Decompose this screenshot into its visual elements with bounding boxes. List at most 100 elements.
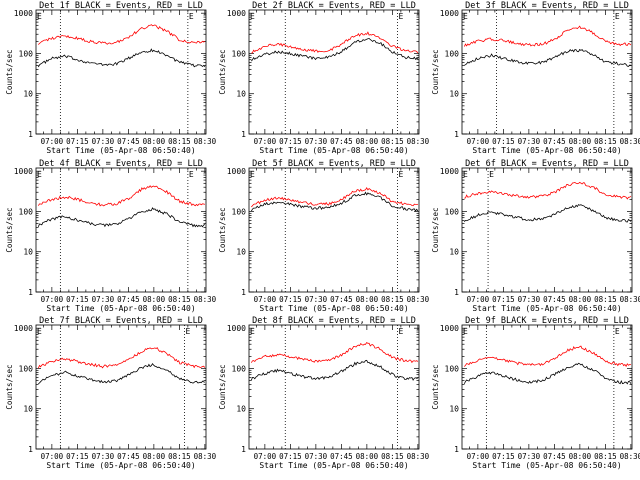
- x-tick-label: 07:00: [467, 137, 490, 146]
- marker-e-right: E: [398, 170, 403, 179]
- x-tick-label: 08:00: [356, 295, 379, 304]
- y-tick-label: 1000: [14, 324, 33, 333]
- x-tick-label: 07:30: [305, 452, 328, 461]
- x-tick-label: 07:30: [92, 295, 115, 304]
- x-tick-label: 07:45: [330, 295, 353, 304]
- y-tick-label: 1: [28, 288, 33, 297]
- x-tick-label: 08:30: [407, 295, 430, 304]
- marker-e-right: E: [398, 12, 403, 21]
- marker-e-left: E: [250, 327, 255, 336]
- x-tick-label: 08:00: [143, 295, 166, 304]
- y-tick-label: 100: [445, 49, 460, 58]
- x-axis-label: Start Time (05-Apr-08 06:50:40): [259, 304, 408, 313]
- x-tick-label: 07:15: [66, 452, 89, 461]
- x-tick-label: 08:30: [407, 137, 430, 146]
- panel-det-4: Det 4f BLACK = Events, RED = LLD 1 10 100 10…: [5, 159, 217, 313]
- x-tick-label: 08:15: [594, 295, 617, 304]
- plot-frame: [248, 9, 420, 135]
- x-tick-label: 07:45: [330, 137, 353, 146]
- x-axis-label: Start Time (05-Apr-08 06:50:40): [46, 461, 195, 470]
- marker-e-left: E: [463, 327, 468, 336]
- series-events: [38, 363, 206, 385]
- x-tick-label: 07:45: [117, 452, 140, 461]
- x-tick-label: 07:15: [492, 452, 515, 461]
- x-tick-label: 08:00: [569, 295, 592, 304]
- marker-e-left: E: [37, 12, 42, 21]
- y-tick-label: 10: [236, 248, 246, 257]
- series-lld: [251, 187, 418, 208]
- y-tick-label: 100: [445, 207, 460, 216]
- series-lld: [251, 31, 419, 54]
- x-tick-label: 07:00: [467, 452, 490, 461]
- panel-title: Det 5f BLACK = Events, RED = LLD: [252, 159, 416, 169]
- x-axis-label: Start Time (05-Apr-08 06:50:40): [46, 304, 195, 313]
- x-tick-label: 07:15: [492, 137, 515, 146]
- x-tick-label: 08:00: [356, 137, 379, 146]
- x-tick-label: 07:45: [543, 295, 566, 304]
- series-lld: [464, 181, 632, 200]
- x-tick-label: 08:30: [194, 137, 217, 146]
- x-tick-label: 08:15: [168, 452, 191, 461]
- plot-frame: [35, 324, 207, 450]
- x-tick-label: 07:00: [254, 452, 277, 461]
- x-tick-label: 07:15: [279, 452, 302, 461]
- y-tick-label: 100: [232, 49, 247, 58]
- y-tick-label: 1000: [14, 9, 33, 18]
- x-tick-label: 07:45: [543, 452, 566, 461]
- x-tick-label: 07:30: [305, 295, 328, 304]
- y-axis-label: Counts/sec: [431, 364, 440, 409]
- plot-frame: [35, 167, 207, 293]
- y-axis-label: Counts/sec: [218, 207, 227, 252]
- panel-det-2: Det 2f BLACK = Events, RED = LLD 1 10 100 10…: [218, 1, 430, 155]
- plot-frame: [248, 167, 420, 293]
- y-tick-label: 10: [23, 405, 33, 414]
- panel-title: Det 4f BLACK = Events, RED = LLD: [39, 159, 203, 169]
- y-tick-label: 1000: [440, 167, 459, 176]
- x-tick-label: 07:15: [66, 295, 89, 304]
- x-tick-label: 08:00: [356, 452, 379, 461]
- y-tick-label: 100: [19, 207, 34, 216]
- y-tick-label: 10: [449, 248, 459, 257]
- series-events: [250, 191, 419, 212]
- x-tick-label: 08:15: [381, 137, 404, 146]
- series-events: [463, 204, 632, 223]
- panel-det-1: Det 1f BLACK = Events, RED = LLD 1 10 100 10…: [5, 1, 217, 155]
- plot-frame: [248, 324, 420, 450]
- y-tick-label: 1: [454, 445, 459, 454]
- y-tick-label: 10: [23, 90, 33, 99]
- series-lld: [463, 25, 632, 47]
- marker-e-right: E: [489, 170, 494, 179]
- series-events: [251, 37, 419, 62]
- x-tick-label: 07:15: [279, 295, 302, 304]
- y-tick-label: 100: [445, 364, 460, 373]
- x-tick-label: 07:30: [305, 137, 328, 146]
- y-tick-label: 1000: [227, 167, 246, 176]
- y-tick-label: 1: [28, 130, 33, 139]
- plot-frame: [461, 324, 633, 450]
- marker-e-right: E: [398, 327, 403, 336]
- y-tick-label: 10: [236, 90, 246, 99]
- x-tick-label: 08:00: [569, 137, 592, 146]
- series-lld: [37, 185, 206, 207]
- y-tick-label: 100: [232, 364, 247, 373]
- x-tick-label: 08:30: [407, 452, 430, 461]
- x-axis-label: Start Time (05-Apr-08 06:50:40): [472, 304, 621, 313]
- panel-title: Det 1f BLACK = Events, RED = LLD: [39, 1, 203, 11]
- series-events: [463, 362, 632, 385]
- y-tick-label: 1: [454, 288, 459, 297]
- y-tick-label: 1: [241, 445, 246, 454]
- panel-title: Det 8f BLACK = Events, RED = LLD: [252, 316, 416, 326]
- marker-e-left: E: [463, 170, 468, 179]
- panel-det-6: Det 6f BLACK = Events, RED = LLD 1 10 100 10…: [431, 159, 640, 313]
- plot-frame: [35, 9, 207, 135]
- panel-title: Det 7f BLACK = Events, RED = LLD: [39, 316, 203, 326]
- x-tick-label: 07:30: [92, 137, 115, 146]
- panel-title: Det 6f BLACK = Events, RED = LLD: [465, 159, 629, 169]
- y-tick-label: 10: [449, 405, 459, 414]
- panel-det-7: Det 7f BLACK = Events, RED = LLD 1 10 100 10…: [5, 316, 217, 470]
- y-tick-label: 100: [19, 364, 34, 373]
- marker-e-right: E: [189, 12, 194, 21]
- series-lld: [37, 347, 206, 369]
- y-tick-label: 1: [454, 130, 459, 139]
- y-axis-label: Counts/sec: [218, 364, 227, 409]
